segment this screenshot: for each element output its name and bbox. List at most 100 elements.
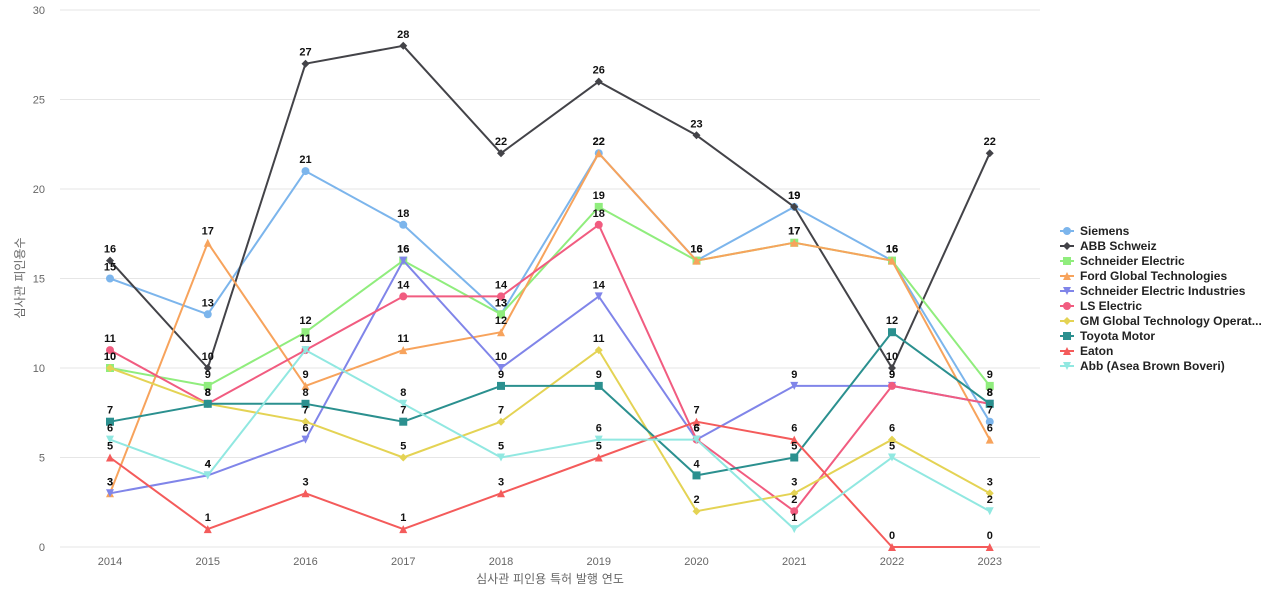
data-point[interactable] bbox=[399, 346, 408, 355]
data-point[interactable] bbox=[106, 364, 114, 372]
legend-item-schneider-electric[interactable]: Schneider Electric bbox=[1060, 254, 1185, 268]
legend-marker[interactable] bbox=[1063, 287, 1071, 295]
data-point[interactable] bbox=[301, 381, 310, 390]
legend-marker[interactable] bbox=[1063, 272, 1071, 280]
legend-marker[interactable] bbox=[1063, 317, 1071, 325]
data-point[interactable] bbox=[594, 220, 603, 229]
data-point[interactable] bbox=[790, 381, 799, 390]
data-point[interactable] bbox=[203, 238, 212, 247]
legend-marker[interactable] bbox=[1063, 227, 1071, 235]
data-point[interactable] bbox=[399, 525, 408, 534]
series-line[interactable] bbox=[109, 223, 990, 513]
data-point[interactable] bbox=[790, 453, 799, 462]
series-line[interactable] bbox=[109, 331, 991, 477]
data-point[interactable] bbox=[399, 256, 408, 265]
data-point[interactable] bbox=[497, 310, 505, 319]
data-point[interactable] bbox=[985, 417, 994, 426]
legend-item-ls-electric[interactable]: LS Electric bbox=[1060, 299, 1142, 313]
data-point[interactable] bbox=[985, 489, 994, 498]
data-point[interactable] bbox=[888, 435, 896, 444]
data-point[interactable] bbox=[594, 381, 603, 390]
data-point[interactable] bbox=[301, 167, 310, 176]
data-point[interactable] bbox=[594, 202, 603, 211]
data-point[interactable] bbox=[497, 149, 505, 158]
data-point[interactable] bbox=[203, 381, 212, 390]
data-point[interactable] bbox=[888, 256, 896, 265]
data-point[interactable] bbox=[497, 417, 505, 426]
data-point[interactable] bbox=[790, 435, 799, 444]
data-point[interactable] bbox=[106, 489, 114, 498]
data-point[interactable] bbox=[594, 77, 603, 86]
series-line[interactable] bbox=[109, 259, 990, 495]
data-point[interactable] bbox=[594, 346, 603, 355]
data-point[interactable] bbox=[106, 435, 114, 444]
legend-item-gm-global-technology-operat[interactable]: GM Global Technology Operat... bbox=[1060, 314, 1262, 328]
data-point[interactable] bbox=[301, 399, 310, 408]
data-point[interactable] bbox=[888, 381, 896, 390]
data-point[interactable] bbox=[301, 417, 310, 426]
legend-marker[interactable] bbox=[1063, 332, 1071, 340]
data-point[interactable] bbox=[790, 202, 799, 211]
data-point[interactable] bbox=[497, 292, 505, 301]
data-point[interactable] bbox=[692, 435, 701, 444]
legend-marker[interactable] bbox=[1063, 347, 1071, 355]
data-point[interactable] bbox=[399, 220, 408, 229]
data-point[interactable] bbox=[203, 399, 212, 408]
data-point[interactable] bbox=[888, 328, 896, 337]
data-point[interactable] bbox=[106, 346, 114, 355]
series-line[interactable] bbox=[109, 349, 991, 531]
legend-item-schneider-electric-industries[interactable]: Schneider Electric Industries bbox=[1060, 284, 1246, 298]
data-point[interactable] bbox=[594, 292, 603, 301]
data-point[interactable] bbox=[985, 149, 994, 158]
data-point[interactable] bbox=[692, 131, 701, 140]
legend-item-siemens[interactable]: Siemens bbox=[1060, 224, 1130, 238]
series-line[interactable] bbox=[109, 44, 991, 369]
data-point[interactable] bbox=[301, 346, 310, 355]
legend-item-abb-asea-brown-boveri[interactable]: Abb (Asea Brown Boveri) bbox=[1060, 359, 1225, 373]
data-point[interactable] bbox=[790, 489, 799, 498]
data-point[interactable] bbox=[203, 310, 212, 319]
data-point[interactable] bbox=[497, 364, 505, 372]
legend-item-toyota-motor[interactable]: Toyota Motor bbox=[1060, 329, 1155, 343]
series-line[interactable] bbox=[109, 152, 991, 423]
data-point[interactable] bbox=[985, 381, 994, 390]
legend-item-eaton[interactable]: Eaton bbox=[1060, 344, 1113, 358]
data-point[interactable] bbox=[497, 328, 505, 337]
data-point[interactable] bbox=[106, 417, 114, 426]
data-point[interactable] bbox=[985, 507, 994, 516]
data-point[interactable] bbox=[203, 364, 212, 372]
data-point[interactable] bbox=[106, 256, 114, 265]
data-point[interactable] bbox=[399, 417, 408, 426]
data-point[interactable] bbox=[594, 149, 603, 158]
data-point[interactable] bbox=[985, 543, 994, 551]
legend-marker[interactable] bbox=[1063, 257, 1071, 265]
data-point[interactable] bbox=[594, 453, 603, 462]
data-point[interactable] bbox=[399, 41, 408, 50]
data-point[interactable] bbox=[497, 381, 505, 390]
legend-marker[interactable] bbox=[1063, 302, 1071, 310]
data-point[interactable] bbox=[692, 417, 701, 426]
series-line[interactable] bbox=[109, 152, 991, 494]
data-point[interactable] bbox=[888, 364, 896, 372]
data-point[interactable] bbox=[497, 489, 505, 498]
data-point[interactable] bbox=[106, 453, 114, 462]
data-point[interactable] bbox=[301, 489, 310, 498]
data-point[interactable] bbox=[301, 59, 310, 68]
data-point[interactable] bbox=[203, 525, 212, 534]
data-point[interactable] bbox=[301, 435, 310, 444]
data-point[interactable] bbox=[399, 453, 408, 462]
data-point[interactable] bbox=[594, 435, 603, 444]
data-point[interactable] bbox=[692, 256, 701, 265]
legend-marker[interactable] bbox=[1063, 242, 1071, 250]
data-point[interactable] bbox=[399, 292, 408, 301]
data-point[interactable] bbox=[790, 507, 799, 516]
data-point[interactable] bbox=[692, 507, 701, 516]
data-point[interactable] bbox=[399, 399, 408, 408]
data-point[interactable] bbox=[790, 525, 799, 534]
data-point[interactable] bbox=[106, 274, 114, 283]
data-point[interactable] bbox=[985, 435, 994, 444]
data-point[interactable] bbox=[888, 453, 896, 462]
data-point[interactable] bbox=[888, 543, 896, 551]
data-point[interactable] bbox=[301, 328, 310, 337]
legend-item-ford-global-technologies[interactable]: Ford Global Technologies bbox=[1060, 269, 1227, 283]
